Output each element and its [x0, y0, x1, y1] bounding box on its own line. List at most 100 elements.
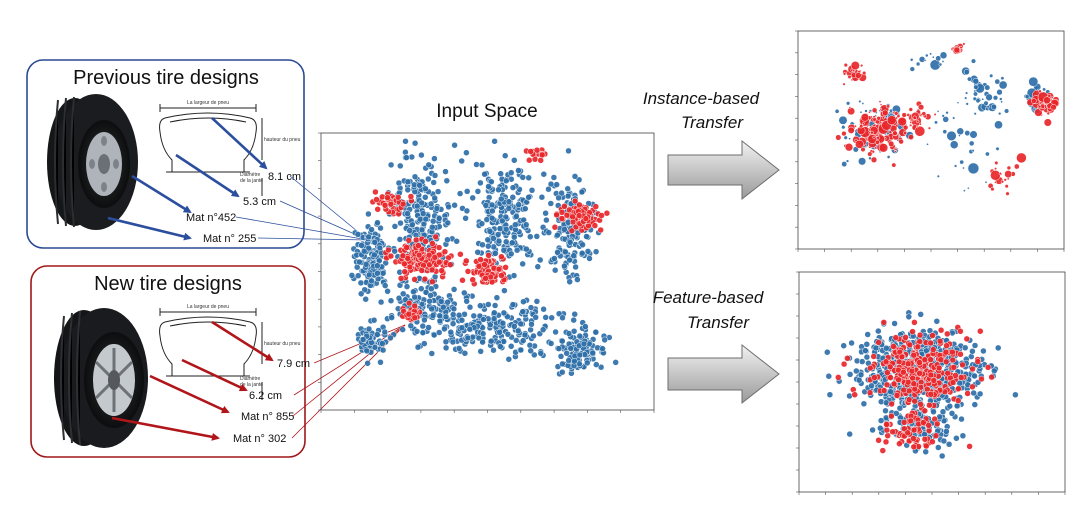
blue-data-point — [427, 200, 435, 208]
blue-data-point — [473, 161, 480, 168]
blue-data-point — [425, 161, 432, 169]
blue-data-point — [485, 183, 492, 190]
blue-data-point — [973, 91, 978, 97]
red-data-point — [438, 267, 445, 274]
blue-data-point — [403, 283, 411, 290]
blue-data-point — [461, 289, 468, 297]
blue-data-point — [863, 353, 871, 361]
red-data-point — [481, 261, 488, 268]
red-data-point — [1000, 180, 1005, 184]
red-data-point — [537, 157, 544, 164]
blue-data-point — [509, 184, 517, 191]
red-data-point — [974, 358, 982, 365]
red-data-point — [887, 374, 894, 381]
red-data-point — [921, 356, 929, 363]
diagram-label-width-new: La largeur de pneu — [187, 304, 229, 310]
blue-data-point — [356, 258, 363, 266]
blue-data-point — [466, 303, 474, 311]
blue-data-point — [371, 239, 379, 246]
blue-data-point — [971, 372, 978, 380]
blue-data-point — [905, 313, 913, 321]
blue-data-point — [503, 177, 510, 185]
red-data-point — [886, 115, 897, 126]
blue-data-point — [956, 101, 960, 104]
blue-data-point — [458, 157, 465, 165]
blue-data-point — [509, 301, 517, 308]
blue-data-point — [463, 149, 470, 156]
red-data-point — [994, 181, 997, 184]
instance-transfer-scatter — [834, 42, 1060, 196]
blue-data-point — [992, 95, 999, 101]
blue-data-point — [354, 231, 362, 238]
blue-data-point — [387, 297, 395, 304]
blue-data-point — [419, 329, 427, 336]
red-data-point — [585, 222, 592, 230]
blue-data-point — [515, 167, 522, 174]
blue-data-point — [869, 426, 876, 434]
red-data-point — [862, 70, 867, 76]
blue-data-point — [886, 155, 891, 159]
blue-data-point — [507, 169, 515, 176]
blue-data-point — [542, 209, 549, 217]
blue-data-point — [377, 298, 385, 306]
blue-data-point — [485, 242, 492, 250]
blue-data-point — [570, 328, 578, 335]
red-data-point — [949, 379, 957, 386]
red-data-point — [929, 438, 936, 445]
blue-data-point — [846, 371, 854, 378]
blue-data-point — [963, 69, 970, 75]
blue-data-point — [418, 199, 425, 207]
blue-data-point — [408, 153, 416, 161]
feature-transfer-group: Feature-based Transfer — [653, 288, 780, 405]
red-data-point — [908, 107, 914, 112]
blue-data-point — [961, 344, 969, 352]
blue-data-point — [404, 178, 412, 186]
red-data-point — [969, 383, 976, 391]
blue-data-point — [532, 314, 539, 321]
blue-data-point — [953, 435, 960, 442]
red-data-point — [943, 342, 950, 349]
blue-data-point — [505, 198, 513, 205]
blue-data-point — [525, 194, 532, 201]
blue-data-point — [443, 177, 451, 185]
red-data-point — [597, 226, 604, 234]
blue-data-point — [496, 329, 503, 336]
blue-data-point — [413, 202, 421, 210]
red-data-point — [927, 339, 934, 347]
red-data-point — [879, 103, 883, 106]
red-data-point — [881, 109, 889, 117]
blue-data-point — [406, 227, 413, 234]
instance-transfer-arrow — [667, 139, 780, 201]
blue-data-point — [935, 444, 942, 451]
blue-data-point — [444, 219, 452, 227]
blue-data-point — [580, 340, 588, 348]
blue-data-point — [492, 250, 499, 257]
red-data-point — [894, 147, 898, 151]
blue-data-point — [362, 261, 370, 268]
blue-data-point — [946, 402, 954, 410]
blue-data-point — [939, 51, 948, 60]
diagram-label-height: hauteur du pneu — [264, 137, 301, 143]
blue-data-point — [505, 356, 513, 363]
blue-data-point — [994, 78, 1001, 85]
blue-data-point — [550, 174, 558, 181]
blue-data-point — [968, 140, 975, 147]
red-data-point — [861, 122, 865, 125]
blue-data-point — [975, 98, 981, 104]
blue-data-point — [381, 328, 389, 336]
red-data-point — [909, 374, 916, 382]
blue-data-point — [882, 399, 890, 406]
blue-data-point — [553, 181, 560, 188]
red-data-point — [526, 156, 533, 164]
red-data-point — [890, 343, 897, 350]
blue-data-point — [502, 225, 510, 233]
red-data-point — [933, 420, 941, 428]
red-data-point — [882, 358, 890, 365]
blue-data-point — [510, 272, 518, 279]
blue-data-point — [985, 93, 993, 101]
red-data-point — [835, 134, 842, 141]
blue-data-point — [929, 52, 933, 56]
blue-data-point — [411, 173, 419, 181]
blue-data-point — [940, 437, 948, 445]
blue-data-point — [952, 116, 956, 120]
